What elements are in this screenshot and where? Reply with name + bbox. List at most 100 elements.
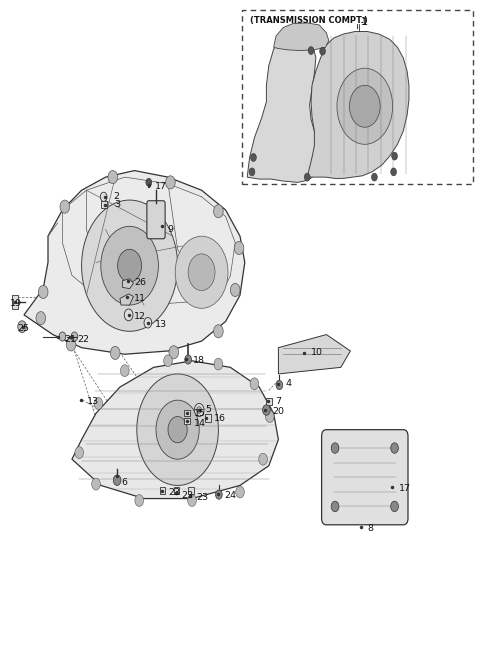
FancyBboxPatch shape [242,10,473,184]
Circle shape [234,241,244,255]
Circle shape [349,85,380,127]
Circle shape [113,475,121,485]
FancyBboxPatch shape [266,398,272,405]
Text: 23: 23 [168,488,180,497]
Circle shape [164,355,172,367]
FancyBboxPatch shape [205,414,211,422]
Text: 7: 7 [275,397,281,406]
Polygon shape [307,31,409,178]
Text: 15: 15 [194,409,206,419]
Circle shape [250,378,259,390]
Polygon shape [72,361,278,499]
Circle shape [75,447,84,459]
Circle shape [331,443,339,453]
Circle shape [276,380,283,390]
Circle shape [59,332,66,341]
Circle shape [101,226,158,305]
Circle shape [169,346,179,359]
Circle shape [372,173,377,181]
Circle shape [185,355,192,364]
Text: 17: 17 [399,483,411,493]
Text: 13: 13 [87,397,99,406]
Text: 12: 12 [134,312,146,321]
Circle shape [118,249,142,282]
Circle shape [392,152,397,160]
Circle shape [188,495,196,506]
Circle shape [60,200,70,213]
Circle shape [66,338,76,351]
Text: 9: 9 [167,225,173,234]
Text: 25: 25 [17,324,29,333]
Text: 24: 24 [225,491,237,501]
Polygon shape [278,335,350,374]
Text: 23: 23 [181,491,193,500]
Circle shape [391,501,398,512]
Circle shape [144,318,152,328]
FancyBboxPatch shape [322,430,408,525]
Circle shape [214,358,223,370]
Circle shape [308,47,314,54]
Circle shape [320,47,325,55]
Text: 8: 8 [368,524,373,533]
FancyBboxPatch shape [184,419,190,424]
Circle shape [230,283,240,297]
Circle shape [38,285,48,298]
Text: 13: 13 [155,320,167,329]
FancyBboxPatch shape [147,201,165,239]
FancyBboxPatch shape [188,487,194,494]
Circle shape [194,403,204,417]
Text: 23: 23 [196,493,208,502]
Circle shape [92,478,100,490]
Circle shape [236,486,244,498]
Text: 1: 1 [362,18,369,27]
Text: 3: 3 [114,200,120,209]
Text: 22: 22 [78,335,90,344]
Circle shape [249,168,255,176]
Text: 16: 16 [214,414,226,423]
Text: 19: 19 [10,298,22,308]
Circle shape [110,346,120,359]
Polygon shape [122,279,133,289]
Text: 17: 17 [155,182,167,192]
Circle shape [391,443,398,453]
Circle shape [120,365,129,377]
Text: 20: 20 [272,407,284,416]
Circle shape [18,321,26,333]
Circle shape [251,154,256,161]
Text: 6: 6 [121,478,128,487]
Polygon shape [120,294,133,305]
FancyBboxPatch shape [159,487,165,494]
Text: 26: 26 [134,277,146,287]
Circle shape [156,400,199,459]
Polygon shape [24,171,245,354]
Text: 4: 4 [285,379,291,388]
Circle shape [166,176,175,189]
Text: 11: 11 [134,294,146,303]
Circle shape [263,405,270,415]
Circle shape [265,411,274,422]
Text: 18: 18 [193,356,205,365]
Text: 10: 10 [311,348,323,358]
Circle shape [216,490,222,499]
Circle shape [146,178,152,186]
Text: 14: 14 [194,419,206,428]
Text: (TRANSMISSION COMPT.): (TRANSMISSION COMPT.) [250,16,367,26]
Circle shape [175,236,228,308]
Circle shape [124,309,133,321]
Polygon shape [247,34,321,182]
Circle shape [337,68,393,144]
Circle shape [137,374,218,485]
Circle shape [168,417,187,443]
Circle shape [331,501,339,512]
Circle shape [71,332,78,341]
Text: 1: 1 [361,16,367,27]
FancyBboxPatch shape [12,295,18,309]
Text: 21: 21 [64,335,76,344]
Circle shape [188,254,215,291]
Circle shape [391,168,396,176]
Text: 2: 2 [114,192,120,201]
Circle shape [197,407,202,413]
FancyBboxPatch shape [174,487,180,494]
Circle shape [135,495,144,506]
Text: 5: 5 [205,405,211,415]
